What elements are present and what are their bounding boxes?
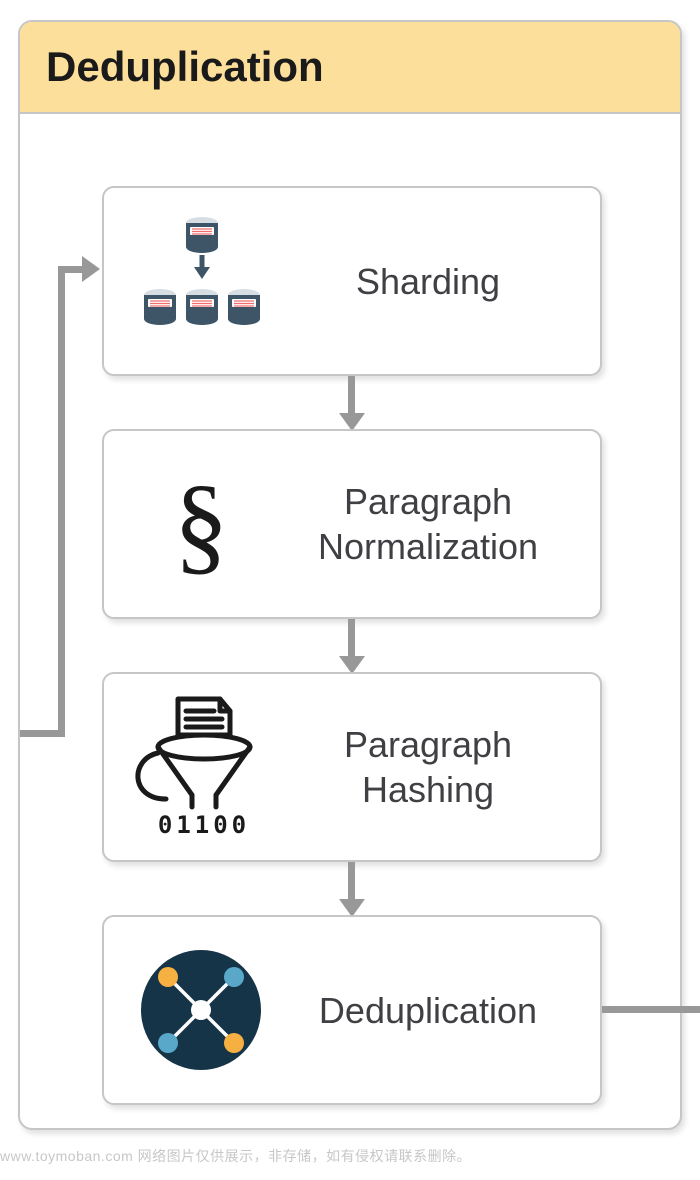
in-edge-htop [58, 266, 84, 273]
step-sharding: Sharding [102, 186, 602, 376]
step-hashing: 01100 Paragraph Hashing [102, 672, 602, 862]
edge-hashing-deduplication [348, 862, 356, 915]
external-in-edge [20, 730, 38, 737]
step-label: Deduplication [276, 988, 580, 1033]
graph-nodes-icon [126, 945, 276, 1075]
edge-sharding-normalization [348, 376, 356, 429]
flow-area: Sharding § Paragraph Normalization [20, 114, 680, 1128]
out-edge-hline [602, 1006, 684, 1013]
watermark-text: www.toymoban.com 网络图片仅供展示，非存储，如有侵权请联系删除。 [0, 1146, 471, 1166]
binary-text: 01100 [158, 811, 250, 839]
step-deduplication: Deduplication [102, 915, 602, 1105]
step-label: Sharding [276, 259, 580, 304]
funnel-binary-icon: 01100 [126, 687, 276, 847]
database-shards-icon [126, 211, 276, 351]
deduplication-panel: Deduplication [18, 20, 682, 1130]
panel-title: Deduplication [46, 43, 324, 91]
edge-normalization-hashing [348, 619, 356, 672]
step-label: Paragraph Normalization [276, 479, 580, 569]
in-edge-hstub [38, 730, 65, 737]
in-edge-arrowhead [82, 256, 100, 282]
panel-title-bar: Deduplication [20, 22, 680, 114]
section-sign-icon: § [126, 469, 276, 579]
in-edge-vline [58, 266, 65, 737]
step-normalization: § Paragraph Normalization [102, 429, 602, 619]
external-out-edge [682, 1006, 700, 1013]
step-label: Paragraph Hashing [276, 722, 580, 812]
